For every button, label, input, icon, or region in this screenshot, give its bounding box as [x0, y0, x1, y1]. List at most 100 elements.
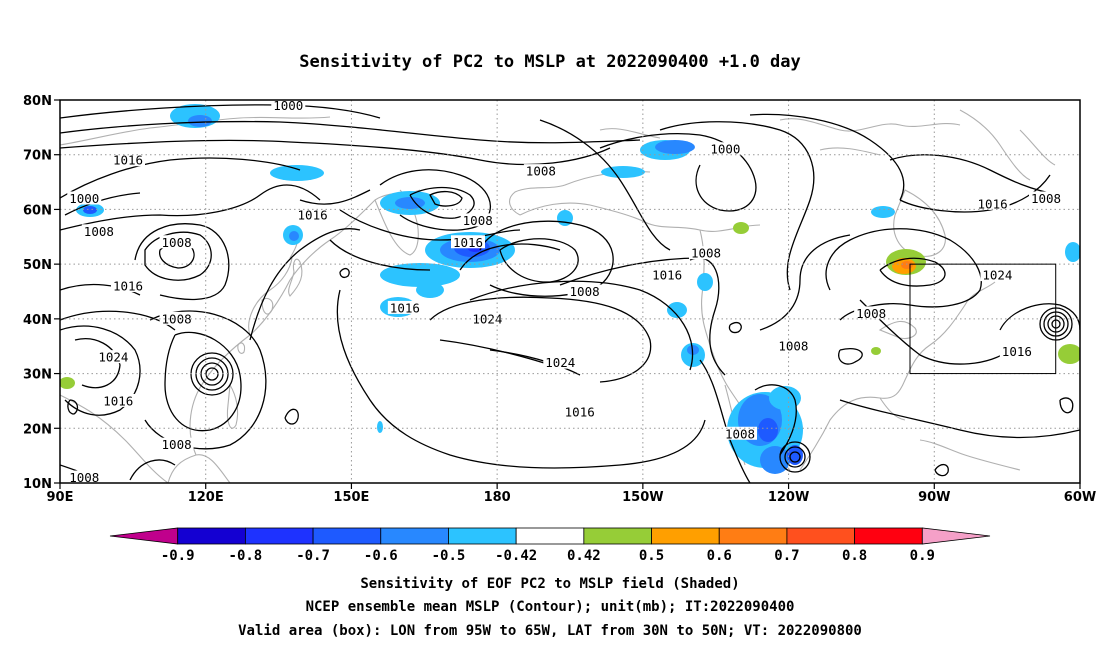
colorbar-swatch: [921, 527, 991, 545]
contour-label: 1000: [273, 98, 303, 113]
colorbar-swatch: [312, 527, 382, 545]
contour-label-bg: [854, 306, 889, 320]
contour-label-bg: [689, 246, 723, 260]
contour-label-bg: [562, 404, 597, 418]
contour-label: 1000: [710, 142, 740, 157]
figure-title: Sensitivity of PC2 to MSLP at 2022090400…: [299, 52, 801, 72]
colorbar-label: 0.9: [910, 548, 935, 564]
contour-label: 1016: [113, 279, 143, 294]
lon-tick-label: 60W: [1064, 490, 1096, 505]
lat-lon-grid: [60, 100, 1080, 483]
contour-label-bg: [723, 426, 757, 440]
contour-label-bg: [111, 153, 145, 167]
mslp-contours: [60, 104, 1080, 483]
contour-label: 1016: [1002, 344, 1032, 359]
colorbar-swatch: [109, 527, 179, 545]
contour-label-bg: [543, 355, 578, 369]
map-frame: [59, 99, 1081, 484]
colorbar-swatch: [854, 527, 923, 545]
caption-shaded: Sensitivity of EOF PC2 to MSLP field (Sh…: [360, 576, 739, 592]
colorbar-label: 0.42: [567, 548, 601, 564]
contour-label-bg: [708, 142, 743, 156]
colorbar-label: -0.42: [495, 548, 537, 564]
contour-label-bg: [975, 196, 1010, 210]
contour-label: 1024: [98, 350, 128, 365]
contour-label: 1016: [113, 153, 143, 168]
contour-label: 1008: [463, 213, 493, 228]
colorbar-swatch: [380, 527, 449, 545]
lon-tick-label: 180: [484, 490, 511, 505]
map-area: 1000 1016 1000 1008 1016 1008 1016 1008 1024 1016…: [60, 98, 1080, 485]
colorbar-swatch: [448, 527, 517, 545]
contour-label-bg: [159, 235, 194, 249]
contour-label-bg: [1029, 191, 1063, 205]
contour-label-bg: [159, 437, 194, 451]
lat-tick-label: 10N: [23, 477, 52, 492]
contour-label-bg: [81, 224, 116, 238]
contour-label-bg: [295, 207, 330, 221]
contour-label: 1016: [978, 196, 1008, 211]
contour-label: 1016: [390, 300, 420, 315]
contour-label: 1008: [84, 224, 114, 239]
colorbar-swatch: [515, 527, 585, 545]
contour-label: 1024: [472, 311, 502, 326]
contour-label-bg: [271, 100, 306, 112]
contour-label-bg: [451, 235, 485, 249]
colorbar-label: -0.6: [364, 548, 398, 564]
contour-label: 1008: [725, 426, 755, 441]
contour-label: 1008: [69, 470, 99, 485]
contour-label: 1016: [565, 404, 595, 419]
colorbar-label: -0.7: [296, 548, 330, 564]
contour-label-bg: [67, 191, 102, 205]
lat-tick-label: 20N: [23, 422, 52, 437]
contour-label: 1008: [856, 306, 886, 321]
contour-label: 1008: [570, 284, 600, 299]
caption-valid-area: Valid area (box): LON from 95W to 65W, L…: [238, 623, 862, 639]
contour-label: 1008: [691, 246, 721, 261]
contour-label: 1000: [69, 191, 99, 206]
contour-label-bg: [101, 393, 136, 407]
valid-area-box: [909, 263, 1057, 375]
lat-tick-label: 70N: [23, 149, 52, 164]
contour-label-bg: [776, 339, 811, 353]
colorbar-swatch: [244, 527, 314, 545]
colorbar-label: -0.8: [229, 548, 263, 564]
contour-label: 1024: [545, 355, 575, 370]
lon-tick-label: 150E: [333, 490, 369, 505]
contour-label-bg: [470, 311, 505, 325]
colorbar-label: 0.8: [842, 548, 867, 564]
contour-label-bg: [96, 350, 131, 364]
colorbar-swatch: [718, 527, 788, 545]
contour-label: 1024: [982, 268, 1012, 283]
contour-label: 1008: [162, 235, 192, 250]
lon-tick-label: 90W: [918, 490, 950, 505]
contour-label-bg: [460, 213, 495, 227]
lon-tick-label: 150W: [622, 490, 663, 505]
contour-label-bg: [650, 268, 685, 282]
contour-label: 1008: [1031, 191, 1061, 206]
colorbar-label: 0.6: [707, 548, 732, 564]
contour-label-bg: [67, 470, 102, 483]
lat-tick-label: 80N: [23, 94, 52, 109]
lat-tick-label: 30N: [23, 368, 52, 383]
contour-label-bg: [159, 311, 194, 325]
colorbar-label: 0.7: [774, 548, 799, 564]
contour-label: 1016: [103, 393, 133, 408]
contour-label: 1016: [298, 207, 328, 222]
lat-tick-label: 40N: [23, 313, 52, 328]
contour-label: 1008: [162, 437, 192, 452]
colorbar-swatch: [177, 527, 246, 545]
colorbar-swatch: [786, 527, 856, 545]
contour-label-bg: [980, 268, 1015, 282]
colorbar-swatch: [583, 527, 652, 545]
contour-label: 1008: [162, 311, 192, 326]
lon-tick-label: 90E: [47, 490, 74, 505]
lon-tick-label: 120W: [768, 490, 809, 505]
contour-label-bg: [523, 164, 558, 178]
colorbar-label: -0.5: [432, 548, 466, 564]
colorbar: -0.9 -0.8 -0.7 -0.6 -0.5 -0.42 0.42 0.5 0.6 0.7 0.…: [109, 527, 991, 564]
contour-label-bg: [567, 284, 602, 298]
caption-contour: NCEP ensemble mean MSLP (Contour); unit(…: [306, 599, 795, 615]
contour-label: 1016: [453, 235, 483, 250]
